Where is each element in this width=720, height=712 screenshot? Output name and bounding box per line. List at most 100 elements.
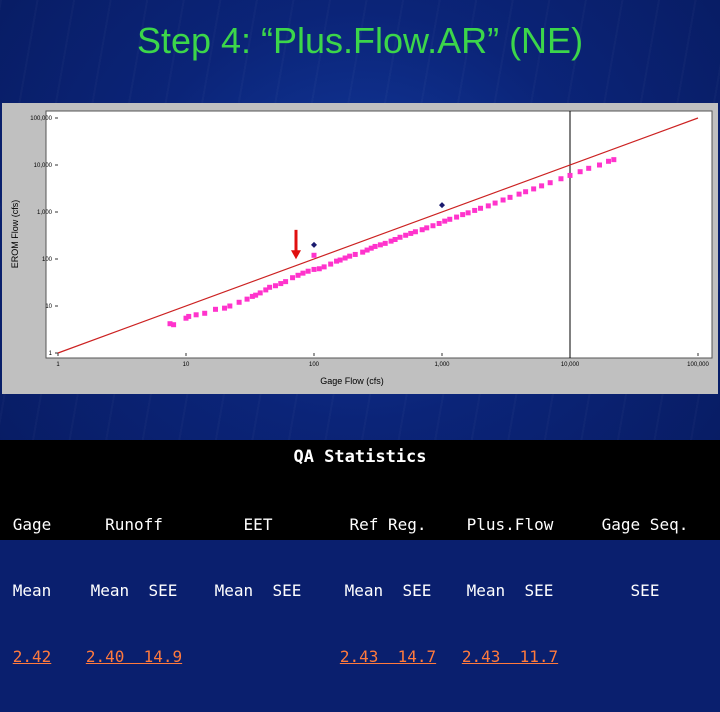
eet-column: EET Mean SEE — [200, 470, 316, 690]
eet-header: EET — [243, 515, 273, 534]
slide-title: Step 4: “Plus.Flow.AR” (NE) — [136, 20, 584, 61]
data-point-square — [360, 249, 366, 255]
x-axis-label: Gage Flow (cfs) — [320, 376, 384, 386]
data-point-square — [249, 293, 255, 299]
data-point-square — [186, 313, 192, 319]
data-point-square — [419, 227, 425, 233]
data-point-square — [408, 230, 414, 236]
data-point-square — [567, 172, 573, 178]
data-point-square — [212, 306, 218, 312]
data-point-square — [337, 257, 343, 263]
data-point-square — [372, 243, 378, 249]
x-tick-label: 100 — [309, 362, 320, 368]
data-point-square — [382, 240, 388, 246]
data-point-square — [454, 214, 460, 220]
gage-value: 2.42 — [12, 647, 52, 666]
qa-statistics-panel: QA Statistics Gage Mean 2.42 Runoff Mean… — [0, 440, 720, 666]
ref-reg-subheader: Mean SEE — [344, 581, 432, 600]
data-point-square — [478, 205, 484, 211]
y-tick-label: 10 — [45, 304, 52, 310]
data-point-square — [430, 223, 436, 229]
data-point-square — [305, 268, 311, 274]
plusflow-subheader: Mean SEE — [466, 581, 554, 600]
runoff-subheader: Mean SEE — [90, 581, 178, 600]
one-to-one-line — [57, 117, 699, 354]
data-point-diamond — [439, 202, 445, 209]
data-point-square — [272, 283, 278, 289]
y-axis-label: EROM Flow (cfs) — [10, 200, 20, 269]
x-tick-label: 1 — [56, 362, 60, 368]
data-point-square — [547, 180, 553, 186]
data-point-square — [388, 238, 394, 244]
y-tick-label: 100,000 — [30, 116, 52, 122]
data-point-square — [263, 287, 269, 293]
data-point-square — [447, 216, 453, 222]
data-point-square — [364, 247, 370, 253]
data-point-square — [412, 229, 418, 235]
outlier-arrow-head — [291, 250, 301, 260]
plusflow-value: 2.43 11.7 — [461, 647, 559, 666]
data-point-square — [606, 158, 612, 164]
data-point-square — [300, 270, 306, 276]
data-point-square — [257, 290, 263, 296]
data-point-square — [465, 210, 471, 216]
data-point-square — [377, 242, 383, 248]
data-point-square — [586, 165, 592, 171]
data-point-square — [202, 310, 208, 316]
plusflow-header: Plus.Flow — [466, 515, 554, 534]
data-point-square — [167, 321, 173, 327]
data-point-square — [539, 183, 545, 189]
data-point-square — [347, 253, 353, 259]
gage-seq-column: Gage Seq. SEE — [590, 470, 700, 690]
data-point-square — [328, 261, 334, 267]
data-point-square — [392, 236, 398, 242]
data-point-square — [311, 266, 317, 272]
data-point-square — [342, 255, 348, 261]
data-point-square — [222, 305, 228, 311]
data-point-square — [368, 245, 374, 251]
data-point-square — [507, 194, 513, 200]
scatter-chart: 11 10 10 100 100 1,000 1,000 10,000 10,000 100,00… — [10, 110, 713, 386]
x-tick-label: 100,000 — [687, 362, 709, 368]
data-point-square — [397, 234, 403, 240]
data-point-square — [442, 218, 448, 224]
data-point-square — [321, 264, 327, 270]
scatter-chart-panel: 1 1 10 10 100 100 1,000 1,000 10,000 10,000 100,00… — [2, 103, 718, 394]
gage-seq-subheader: SEE — [630, 581, 660, 600]
data-point-square — [472, 207, 478, 213]
data-point-diamond — [311, 241, 317, 248]
data-point-square — [611, 157, 617, 163]
data-point-square — [352, 251, 358, 257]
runoff-header: Runoff — [105, 515, 163, 534]
data-point-square — [316, 266, 322, 272]
y-tick-label: 1 — [49, 351, 53, 357]
data-point-square — [424, 225, 430, 231]
data-point-square — [311, 252, 317, 258]
data-point-square — [193, 312, 199, 318]
data-point-square — [436, 220, 442, 226]
eet-subheader: Mean SEE — [214, 581, 302, 600]
x-tick-label: 10 — [183, 362, 190, 368]
ref-reg-column: Ref Reg. Mean SEE 2.43 14.7 — [330, 470, 446, 712]
x-tick-label: 10,000 — [561, 362, 580, 368]
data-point-square — [596, 162, 602, 168]
data-point-square — [283, 279, 289, 285]
runoff-value: 2.40 14.9 — [85, 647, 183, 666]
data-point-square — [227, 303, 233, 309]
data-point-square — [267, 284, 273, 290]
data-point-square — [531, 186, 537, 192]
data-point-square — [516, 191, 522, 197]
gage-header: Gage — [12, 515, 52, 534]
y-tick-label: 1,000 — [37, 210, 53, 216]
runoff-column: Runoff Mean SEE 2.40 14.9 — [74, 470, 194, 712]
qa-statistics-title: QA Statistics — [293, 447, 427, 467]
y-tick-label: 100 — [42, 257, 53, 263]
gage-column: Gage Mean 2.42 — [4, 470, 60, 712]
data-point-square — [183, 315, 189, 321]
data-point-square — [403, 232, 409, 238]
data-point-square — [500, 197, 506, 203]
data-point-square — [236, 299, 242, 305]
gage-subheader: Mean — [12, 581, 52, 600]
data-point-square — [290, 275, 296, 281]
x-tick-label: 1,000 — [434, 362, 450, 368]
